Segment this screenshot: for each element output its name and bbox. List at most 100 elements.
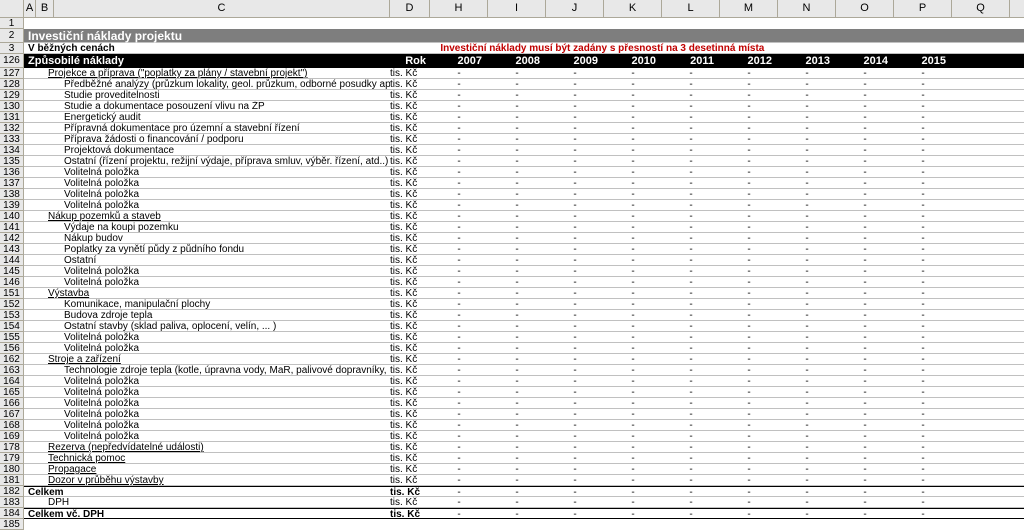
cell[interactable]: -: [720, 354, 778, 364]
select-all-corner[interactable]: [0, 0, 24, 18]
table-row[interactable]: Přípravná dokumentace pro územní a stave…: [24, 123, 1024, 134]
cell[interactable]: -: [894, 244, 952, 254]
cell[interactable]: -: [546, 255, 604, 265]
cell[interactable]: -: [662, 200, 720, 210]
cell[interactable]: -: [546, 233, 604, 243]
cell[interactable]: -: [720, 288, 778, 298]
cell[interactable]: -: [836, 266, 894, 276]
cell[interactable]: -: [488, 464, 546, 474]
cell[interactable]: -: [720, 398, 778, 408]
cell[interactable]: -: [662, 233, 720, 243]
cell[interactable]: -: [894, 354, 952, 364]
cell[interactable]: -: [894, 145, 952, 155]
cell[interactable]: -: [720, 79, 778, 89]
cell[interactable]: -: [778, 277, 836, 287]
cell[interactable]: -: [488, 453, 546, 463]
cell[interactable]: -: [778, 409, 836, 419]
cell[interactable]: -: [604, 200, 662, 210]
cell[interactable]: -: [604, 233, 662, 243]
cell[interactable]: -: [894, 266, 952, 276]
cell[interactable]: -: [836, 233, 894, 243]
cell[interactable]: -: [720, 112, 778, 122]
table-row[interactable]: Ostatní (řízení projektu, režijní výdaje…: [24, 156, 1024, 167]
col-header-I[interactable]: I: [488, 0, 546, 17]
cell[interactable]: -: [836, 288, 894, 298]
cell[interactable]: -: [604, 288, 662, 298]
cell[interactable]: -: [488, 509, 546, 518]
cell[interactable]: -: [836, 189, 894, 199]
cell[interactable]: -: [778, 233, 836, 243]
cell[interactable]: -: [488, 178, 546, 188]
cell-total[interactable]: -: [952, 255, 1024, 265]
cell-total[interactable]: -: [952, 112, 1024, 122]
cell[interactable]: -: [894, 299, 952, 309]
cell[interactable]: -: [894, 189, 952, 199]
cell-total[interactable]: -: [952, 145, 1024, 155]
cell[interactable]: -: [662, 79, 720, 89]
cell[interactable]: -: [720, 497, 778, 507]
cell[interactable]: -: [430, 200, 488, 210]
cell-total[interactable]: -: [952, 487, 1024, 496]
cell[interactable]: -: [430, 233, 488, 243]
cell-total[interactable]: -: [952, 68, 1024, 78]
row-header-136[interactable]: 136: [0, 167, 23, 178]
cell[interactable]: -: [720, 475, 778, 485]
table-row[interactable]: Volitelná položkatis. Kč----------: [24, 409, 1024, 420]
cell[interactable]: -: [488, 211, 546, 221]
table-row[interactable]: Volitelná položkatis. Kč----------: [24, 200, 1024, 211]
table-row[interactable]: Studie proveditelnostitis. Kč----------: [24, 90, 1024, 101]
cell[interactable]: -: [720, 509, 778, 518]
cell[interactable]: -: [604, 299, 662, 309]
cell[interactable]: -: [430, 112, 488, 122]
col-header-P[interactable]: P: [894, 0, 952, 17]
row-header-162[interactable]: 162: [0, 354, 23, 365]
cell-total[interactable]: -: [952, 211, 1024, 221]
cell[interactable]: -: [430, 299, 488, 309]
cell[interactable]: -: [662, 398, 720, 408]
table-row[interactable]: Volitelná položkatis. Kč----------: [24, 178, 1024, 189]
cell[interactable]: -: [662, 299, 720, 309]
cell[interactable]: -: [778, 453, 836, 463]
cell[interactable]: -: [894, 68, 952, 78]
cell[interactable]: -: [662, 354, 720, 364]
row-header-142[interactable]: 142: [0, 233, 23, 244]
cell[interactable]: -: [894, 255, 952, 265]
cell[interactable]: -: [894, 200, 952, 210]
cell[interactable]: -: [720, 211, 778, 221]
cell[interactable]: -: [836, 123, 894, 133]
cell[interactable]: -: [546, 189, 604, 199]
cell[interactable]: -: [430, 244, 488, 254]
cell[interactable]: -: [604, 145, 662, 155]
cell[interactable]: -: [604, 509, 662, 518]
cell[interactable]: -: [836, 365, 894, 375]
cell[interactable]: -: [662, 387, 720, 397]
cell[interactable]: -: [546, 101, 604, 111]
row-header-163[interactable]: 163: [0, 365, 23, 376]
table-row[interactable]: Nákup budovtis. Kč----------: [24, 233, 1024, 244]
row-header-2[interactable]: 2: [0, 29, 23, 43]
cell-total[interactable]: -: [952, 475, 1024, 485]
cell[interactable]: -: [662, 442, 720, 452]
cell[interactable]: -: [836, 200, 894, 210]
table-row[interactable]: Volitelná položkatis. Kč----------: [24, 387, 1024, 398]
cell[interactable]: -: [604, 123, 662, 133]
cell[interactable]: -: [662, 277, 720, 287]
cell[interactable]: -: [430, 387, 488, 397]
cell-total[interactable]: -: [952, 222, 1024, 232]
cell[interactable]: -: [720, 332, 778, 342]
table-row[interactable]: Volitelná položkatis. Kč----------: [24, 277, 1024, 288]
cell[interactable]: -: [546, 200, 604, 210]
row-header-134[interactable]: 134: [0, 145, 23, 156]
cell[interactable]: -: [488, 68, 546, 78]
cell[interactable]: -: [546, 420, 604, 430]
cell[interactable]: -: [720, 277, 778, 287]
cell[interactable]: -: [836, 354, 894, 364]
cell[interactable]: -: [488, 442, 546, 452]
cell[interactable]: -: [546, 365, 604, 375]
cell-total[interactable]: -: [952, 376, 1024, 386]
row-header-181[interactable]: 181: [0, 475, 23, 486]
cell[interactable]: -: [836, 497, 894, 507]
cell[interactable]: -: [488, 134, 546, 144]
cell[interactable]: -: [836, 244, 894, 254]
cell[interactable]: -: [430, 453, 488, 463]
